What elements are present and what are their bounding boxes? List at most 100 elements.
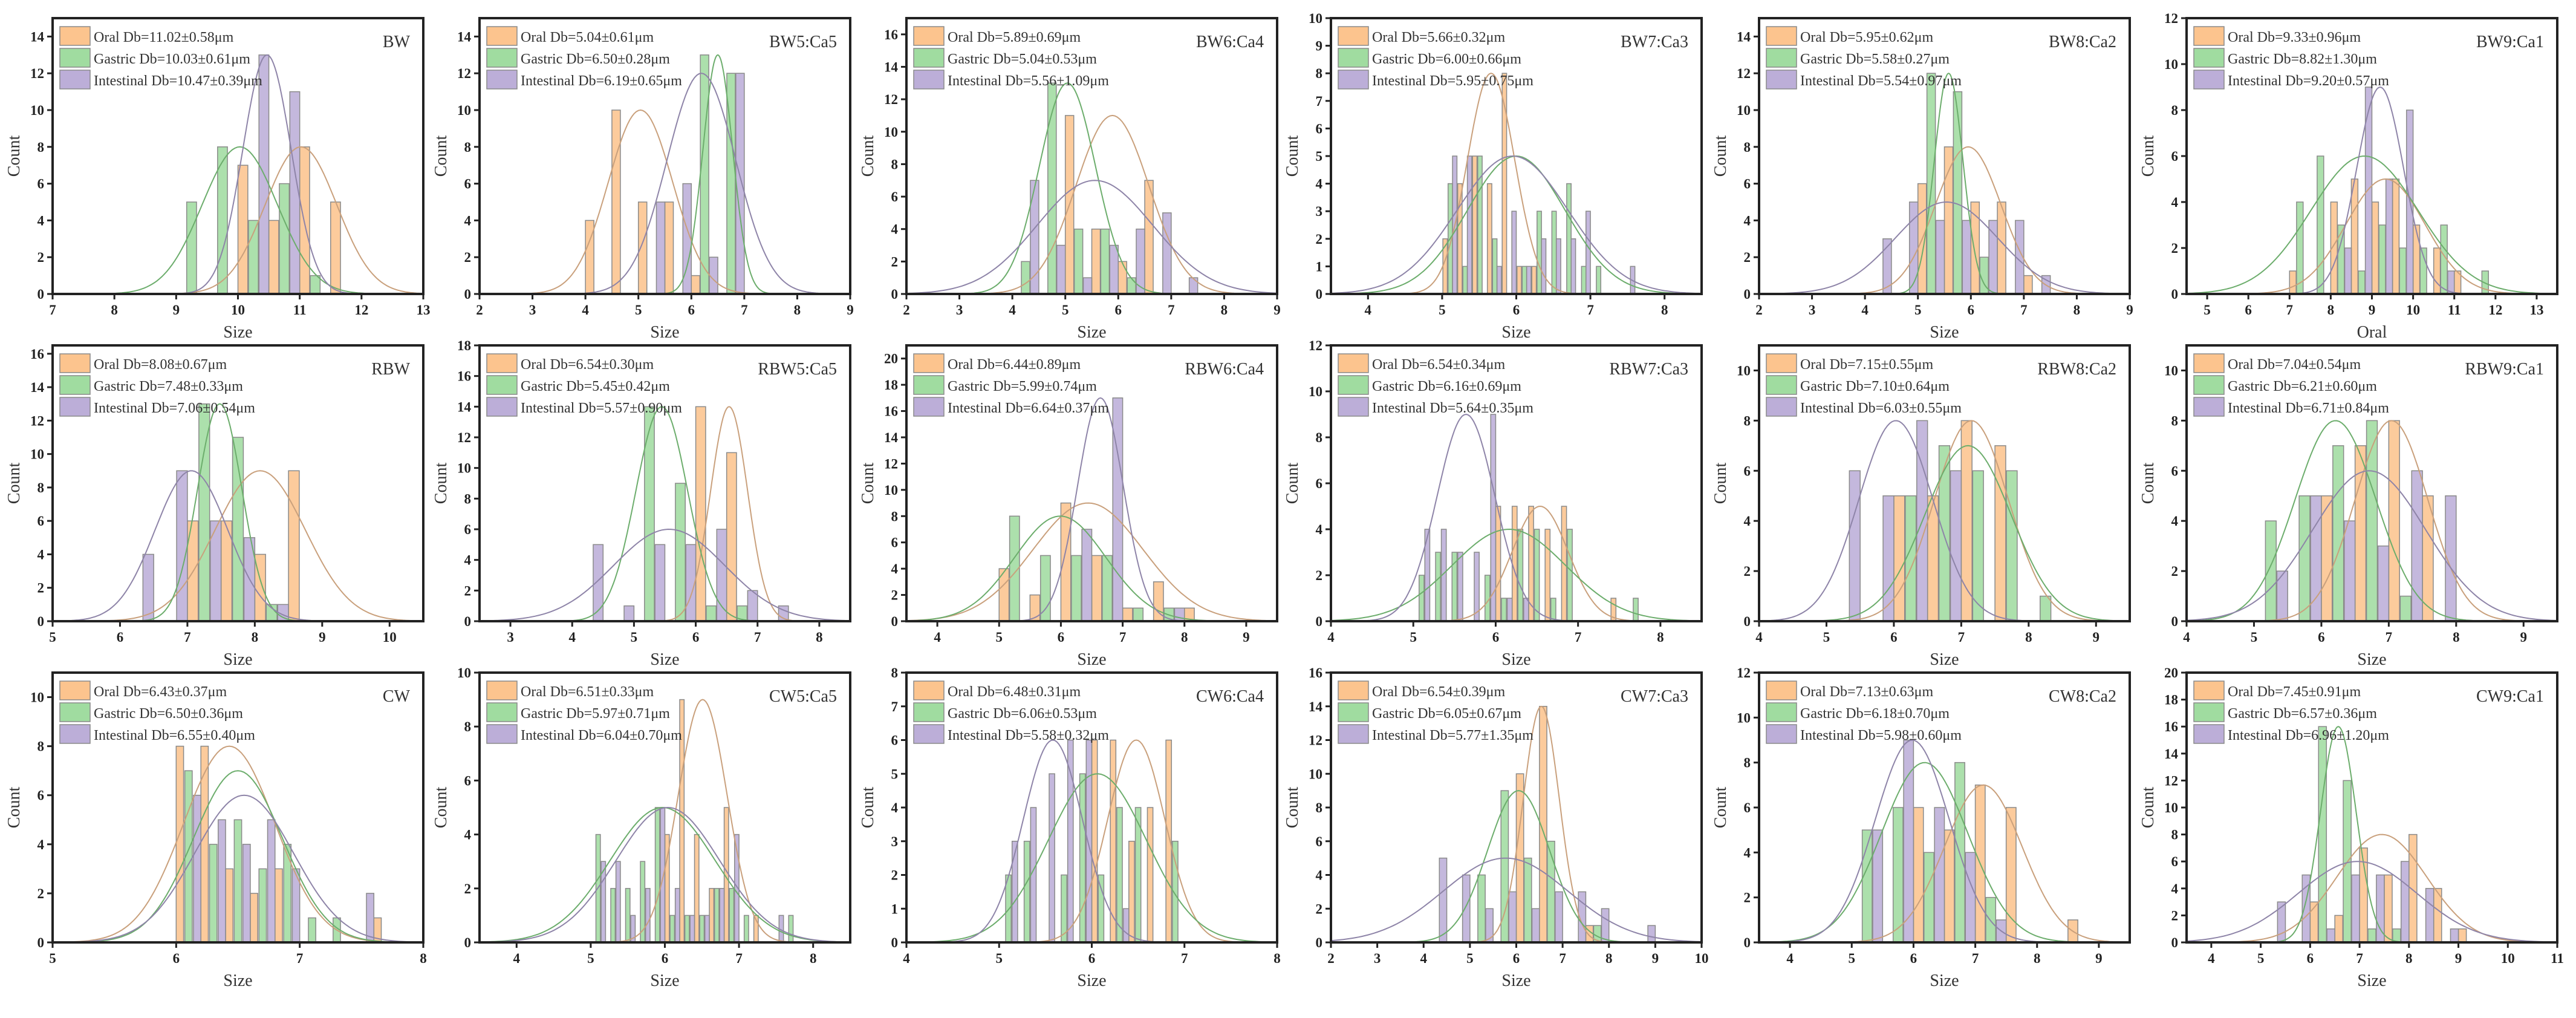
x-tick-label: 3 xyxy=(507,630,514,645)
oral-bar xyxy=(2334,915,2344,943)
oral-legend-label: Oral Db=6.51±0.33μm xyxy=(521,684,654,700)
oral-bar xyxy=(1943,146,1954,295)
x-tick-label: 2 xyxy=(903,302,910,318)
gastric-legend-label: Gastric Db=6.16±0.69μm xyxy=(1372,379,1521,394)
y-tick-label: 10 xyxy=(884,483,898,498)
intestinal-bar xyxy=(1965,852,1976,943)
oral-bar xyxy=(611,109,621,295)
y-tick-label: 8 xyxy=(464,140,472,155)
intestinal-bar xyxy=(1466,155,1472,295)
x-axis-label: Size xyxy=(1930,971,1959,990)
y-tick-label: 6 xyxy=(1316,121,1323,136)
y-tick-label: 0 xyxy=(464,287,472,302)
oral-bar xyxy=(1495,506,1501,622)
intestinal-bar xyxy=(1849,470,1861,622)
x-tick-label: 8 xyxy=(1657,630,1664,645)
x-tick-label: 9 xyxy=(1652,951,1659,966)
gastric-bar xyxy=(1938,445,1951,622)
oral-fit-curve xyxy=(1827,784,2130,943)
gastric-legend-label: Gastric Db=6.00±0.66μm xyxy=(1372,51,1521,67)
intestinal-bar xyxy=(655,201,666,295)
oral-bar xyxy=(695,406,706,622)
oral-legend-label: Oral Db=7.13±0.63μm xyxy=(1800,684,1934,700)
gastric-legend-label: Gastric Db=7.48±0.33μm xyxy=(94,379,243,394)
y-tick-label: 6 xyxy=(891,189,899,204)
oral-legend-swatch xyxy=(913,680,945,700)
oral-fit-curve xyxy=(1396,73,1586,295)
y-tick-label: 6 xyxy=(464,522,472,537)
y-axis-label: Count xyxy=(1711,463,1730,504)
gastric-bar xyxy=(1521,266,1527,295)
histogram-panel: 4 5 6 7 8 0 1 2 3 4 5 6 7 8 9 10 Size Count BW7:Ca3 Oral Db… xyxy=(1283,11,1703,342)
histogram-panel: 2 3 4 5 6 7 8 9 100246810121416SizeCountCW7:Ca3O… xyxy=(1283,665,1709,990)
x-tick-label: 6 xyxy=(662,951,669,966)
panel-label: BW9:Ca1 xyxy=(2476,33,2544,51)
y-tick-label: 10 xyxy=(884,125,898,140)
legend: Oral Db=6.54±0.39μm Gastric Db=6.05±0.67μ… xyxy=(1338,680,1534,744)
panel-label: RBW5:Ca5 xyxy=(758,360,837,379)
y-tick-label: 6 xyxy=(464,177,472,192)
gastric-bar xyxy=(1005,874,1012,943)
oral-fit-curve xyxy=(1836,146,2100,295)
legend: Oral Db=11.02±0.58μm Gastric Db=10.03±0.6… xyxy=(59,26,262,90)
gastric-bar xyxy=(283,844,292,943)
intestinal-bar xyxy=(1647,925,1656,943)
y-axis-label: Count xyxy=(2139,135,2158,177)
y-tick-label: 9 xyxy=(1316,39,1323,54)
y-tick-label: 12 xyxy=(30,413,44,428)
x-tick-label: 5 xyxy=(1914,302,1922,318)
oral-legend-swatch xyxy=(486,26,518,46)
y-tick-label: 12 xyxy=(2164,773,2178,788)
intestinal-legend-label: Intestinal Db=6.64±0.37μm xyxy=(948,400,1109,416)
gastric-fit-curve xyxy=(906,515,1243,622)
intestinal-bar xyxy=(193,794,201,943)
intestinal-legend-swatch xyxy=(1338,397,1369,417)
y-axis-label: Count xyxy=(2139,463,2158,504)
intestinal-legend-swatch xyxy=(1338,70,1369,90)
intestinal-bar xyxy=(1541,238,1547,295)
x-tick-label: 4 xyxy=(1327,630,1335,645)
gastric-bar xyxy=(1102,555,1113,622)
oral-bar xyxy=(2350,178,2359,295)
oral-legend-swatch xyxy=(59,680,91,700)
x-tick-label: 5 xyxy=(2204,302,2211,318)
intestinal-bar xyxy=(645,888,651,943)
gastric-bar xyxy=(279,183,290,295)
y-tick-label: 8 xyxy=(464,491,472,506)
intestinal-bar xyxy=(1457,552,1463,622)
intestinal-bar xyxy=(654,544,666,622)
x-tick-label: 4 xyxy=(582,302,589,318)
x-tick-label: 6 xyxy=(1058,630,1065,645)
intestinal-bar xyxy=(2377,545,2390,622)
y-tick-label: 8 xyxy=(37,480,45,495)
x-tick-label: 8 xyxy=(252,630,259,645)
y-tick-label: 12 xyxy=(1737,665,1751,680)
gastric-bar xyxy=(2318,726,2327,943)
gastric-bar xyxy=(2296,201,2304,295)
x-tick-label: 9 xyxy=(2126,302,2133,318)
gastric-bar xyxy=(675,483,686,622)
y-tick-label: 8 xyxy=(37,140,45,155)
intestinal-bar xyxy=(1570,238,1576,295)
x-tick-label: 9 xyxy=(2520,630,2528,645)
oral-legend-swatch xyxy=(59,26,91,46)
gastric-legend-swatch xyxy=(59,702,91,722)
plot-frame xyxy=(1758,17,2131,295)
y-tick-label: 0 xyxy=(891,614,899,629)
x-tick-label: 4 xyxy=(569,630,576,645)
y-tick-label: 6 xyxy=(1316,476,1323,491)
histogram-panel: 4 5 6 7 8 9 10 11 0 2 4 6 8 10 12 14 16 18 20 Size Count CW9:… xyxy=(2139,665,2564,990)
y-tick-label: 6 xyxy=(891,535,899,550)
gastric-bar xyxy=(1098,874,1105,943)
gastric-bar xyxy=(1071,555,1082,622)
intestinal-bar xyxy=(1508,891,1517,943)
x-tick-label: 11 xyxy=(2551,951,2564,966)
oral-legend-swatch xyxy=(486,680,518,700)
intestinal-bar xyxy=(1962,220,1972,295)
histogram-panel: 5 6 7 8 9 10 11 12 13 0 2 4 6 8 10 12 Oral Count BW9:Ca1 Or… xyxy=(2139,11,2558,342)
x-tick-label: 6 xyxy=(692,630,700,645)
intestinal-bar xyxy=(1174,607,1185,622)
x-tick-label: 4 xyxy=(2208,951,2215,966)
panel-label: RBW xyxy=(371,360,410,379)
intestinal-bar xyxy=(1872,829,1884,943)
